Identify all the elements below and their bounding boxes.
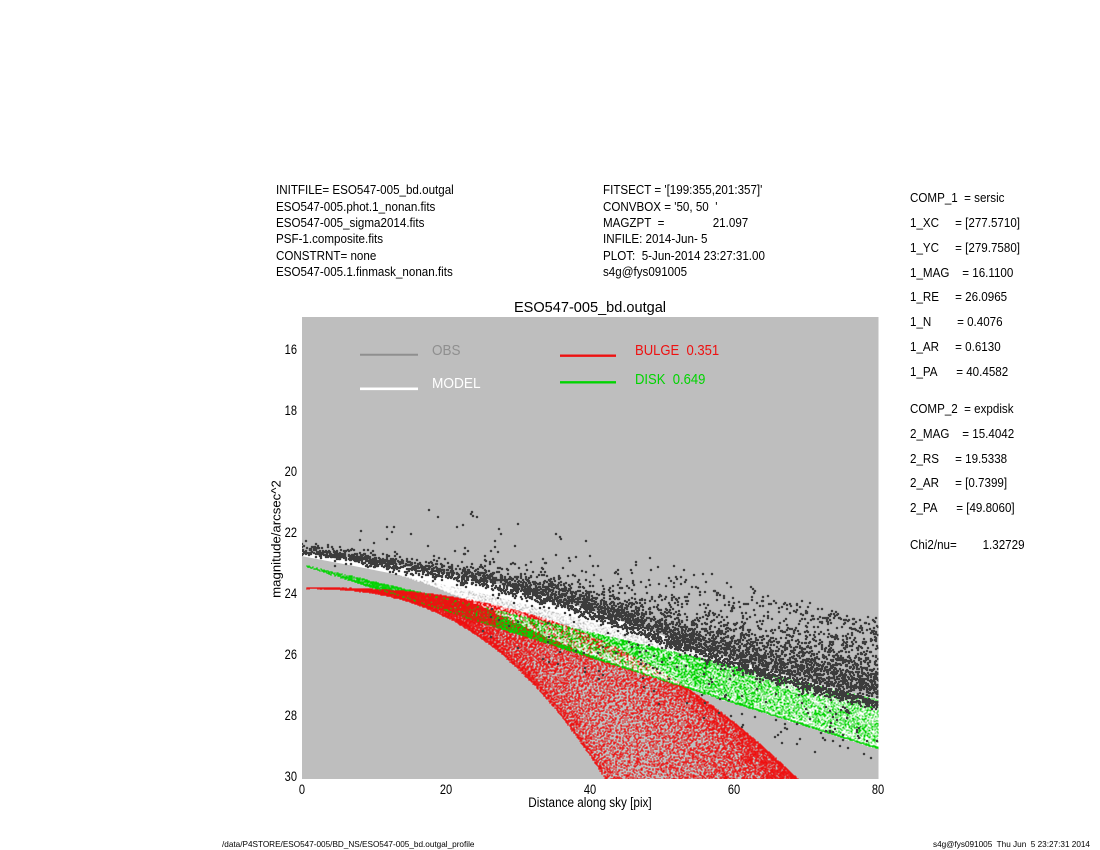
svg-text:magnitude/arcsec^2: magnitude/arcsec^2 (269, 480, 284, 598)
